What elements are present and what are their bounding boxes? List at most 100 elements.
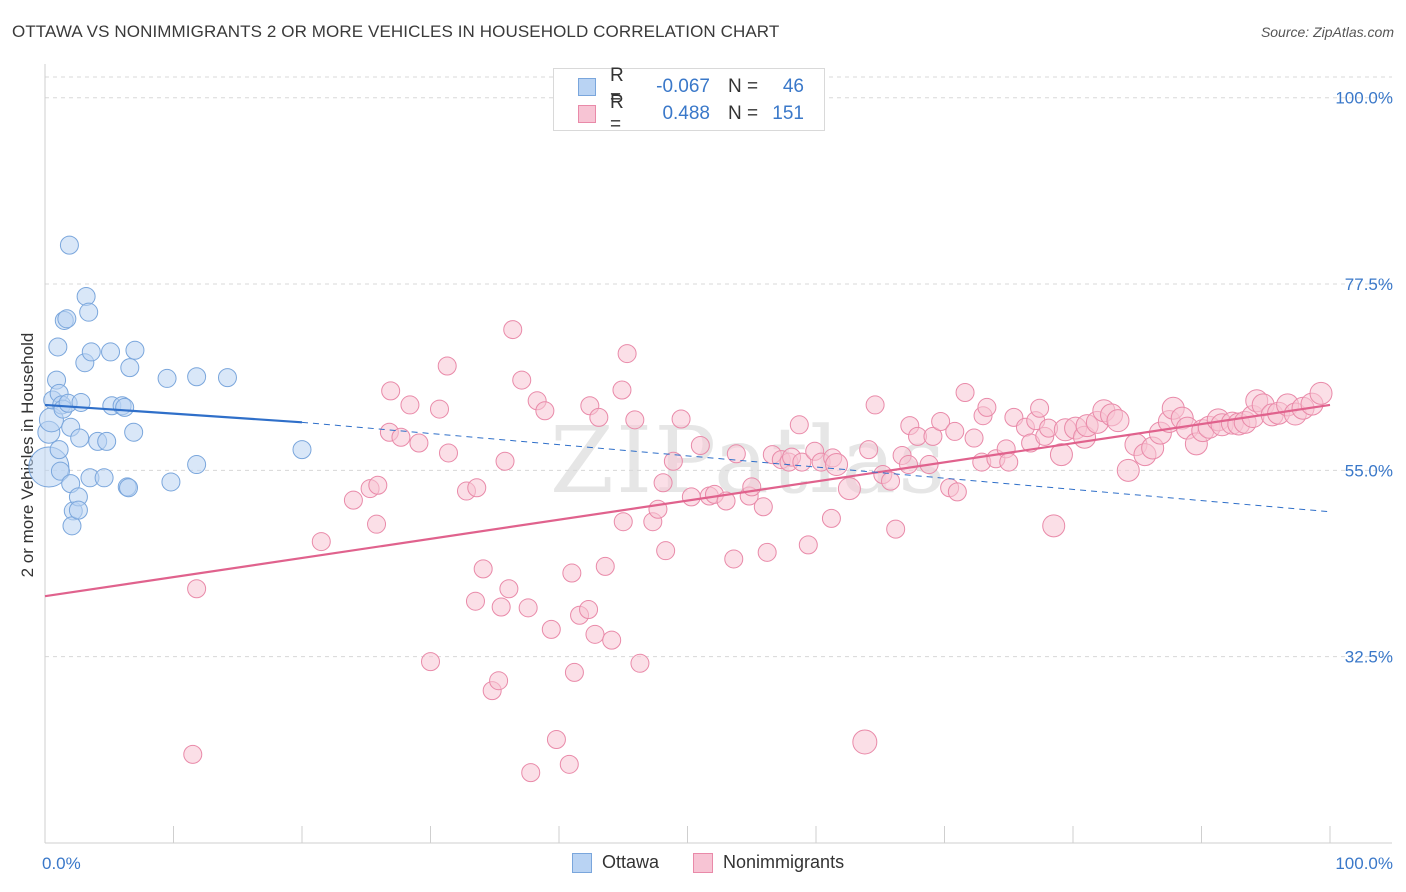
- y-axis-label: 2 or more Vehicles in Household: [18, 333, 37, 578]
- ottawa-point: [187, 367, 207, 387]
- nonimmigrant-point: [612, 380, 632, 400]
- r-value: 0.488: [662, 103, 710, 124]
- nonimmigrant-point: [825, 453, 849, 477]
- n-label: N =: [728, 76, 759, 97]
- nonimmigrants-trendline: [44, 403, 1331, 598]
- nonimmigrant-point: [467, 478, 487, 498]
- ottawa-point: [157, 368, 177, 388]
- nonimmigrant-point: [881, 471, 901, 491]
- n-value: 46: [782, 76, 804, 97]
- ottawa-point: [120, 358, 140, 378]
- nonimmigrant-point: [421, 652, 440, 672]
- legend-item-ottawa[interactable]: Ottawa: [572, 852, 659, 873]
- nonimmigrant-point: [595, 556, 615, 576]
- r-label: R =: [610, 92, 624, 135]
- n-value: 151: [772, 103, 804, 124]
- nonimmigrant-point: [579, 599, 599, 619]
- legend-row-ottawa: R = -0.067 N = 46: [578, 65, 804, 108]
- nonimmigrant-point: [724, 549, 744, 569]
- nonimmigrant-point: [368, 475, 388, 495]
- nonimmigrant-point: [757, 542, 777, 562]
- ottawa-point: [115, 397, 135, 417]
- nonimmigrant-point: [473, 559, 493, 579]
- nonimmigrant-point: [999, 452, 1019, 472]
- ottawa-point: [79, 302, 99, 322]
- series-nonimmigrants: [183, 320, 1333, 783]
- nonimmigrants-swatch: [693, 852, 714, 873]
- nonimmigrant-point: [183, 744, 203, 764]
- ottawa-point: [161, 472, 181, 492]
- ottawa-point: [70, 428, 90, 448]
- nonimmigrant-point: [947, 482, 967, 502]
- nonimmigrant-point: [923, 426, 943, 446]
- nonimmigrant-point: [852, 729, 878, 755]
- nonimmigrant-point: [535, 401, 555, 421]
- nonimmigrant-point: [1042, 514, 1066, 538]
- y-tick-label: 32.5%: [1345, 648, 1393, 667]
- legend-item-nonimmigrants[interactable]: Nonimmigrants: [693, 852, 844, 873]
- nonimmigrant-point: [400, 395, 420, 415]
- nonimmigrant-point: [499, 579, 519, 599]
- nonimmigrant-point: [489, 671, 509, 691]
- nonimmigrant-point: [899, 455, 919, 475]
- ottawa-point: [187, 455, 207, 475]
- nonimmigrant-point: [512, 370, 532, 390]
- ottawa-point: [125, 340, 145, 360]
- nonimmigrant-point: [429, 399, 449, 419]
- nonimmigrant-point: [859, 440, 879, 460]
- r-value: -0.067: [656, 76, 710, 97]
- nonimmigrant-point: [977, 397, 997, 417]
- nonimmigrant-point: [1049, 443, 1073, 467]
- nonimmigrant-point: [367, 514, 387, 534]
- ottawa-swatch: [572, 852, 592, 873]
- nonimmigrant-point: [518, 598, 538, 618]
- x-tick-label: 0.0%: [42, 854, 81, 873]
- nonimmigrant-point: [602, 630, 622, 650]
- ottawa-trendline-extension: [301, 421, 1331, 513]
- nonimmigrant-point: [438, 443, 458, 463]
- nonimmigrant-point: [495, 451, 515, 471]
- nonimmigrant-point: [562, 563, 582, 583]
- nonimmigrants-swatch: [578, 105, 596, 123]
- ottawa-point: [57, 309, 77, 329]
- nonimmigrant-point: [541, 619, 561, 639]
- nonimmigrant-point: [865, 395, 885, 415]
- nonimmigrant-point: [491, 597, 511, 617]
- legend-row-nonimmigrants: R = 0.488 N = 151: [578, 92, 804, 135]
- nonimmigrant-point: [1030, 398, 1050, 418]
- nonimmigrant-point: [617, 344, 637, 364]
- nonimmigrant-point: [187, 579, 207, 599]
- nonimmigrant-point: [311, 532, 331, 552]
- ottawa-point: [217, 368, 237, 388]
- nonimmigrant-point: [945, 421, 965, 441]
- nonimmigrant-point: [589, 407, 609, 427]
- nonimmigrant-point: [955, 383, 975, 403]
- ottawa-point: [101, 342, 121, 362]
- series-legend: Ottawa Nonimmigrants: [572, 852, 878, 873]
- x-tick-label: 100.0%: [1335, 854, 1393, 873]
- nonimmigrant-point: [753, 497, 773, 517]
- ottawa-point: [124, 422, 144, 442]
- nonimmigrant-point: [585, 624, 605, 644]
- nonimmigrant-point: [931, 411, 951, 431]
- ottawa-point: [97, 431, 117, 451]
- nonimmigrant-point: [821, 508, 841, 528]
- nonimmigrant-point: [630, 653, 650, 673]
- nonimmigrant-point: [690, 436, 710, 456]
- nonimmigrant-point: [789, 415, 809, 435]
- nonimmigrant-point: [343, 490, 363, 510]
- nonimmigrant-point: [653, 473, 673, 493]
- ottawa-point: [68, 500, 88, 520]
- r-label: R =: [610, 65, 624, 108]
- nonimmigrant-point: [391, 427, 411, 447]
- nonimmigrant-point: [546, 729, 566, 749]
- nonimmigrant-point: [1116, 458, 1140, 482]
- correlation-legend: R = -0.067 N = 46 R = 0.488 N = 151: [553, 65, 825, 135]
- y-tick-label: 77.5%: [1345, 275, 1393, 294]
- nonimmigrant-point: [837, 477, 861, 501]
- nonimmigrant-point: [559, 754, 579, 774]
- ottawa-trendline: [44, 403, 303, 424]
- nonimmigrant-point: [381, 381, 401, 401]
- chart-title: OTTAWA VS NONIMMIGRANTS 2 OR MORE VEHICL…: [12, 22, 780, 41]
- n-label: N =: [728, 103, 759, 124]
